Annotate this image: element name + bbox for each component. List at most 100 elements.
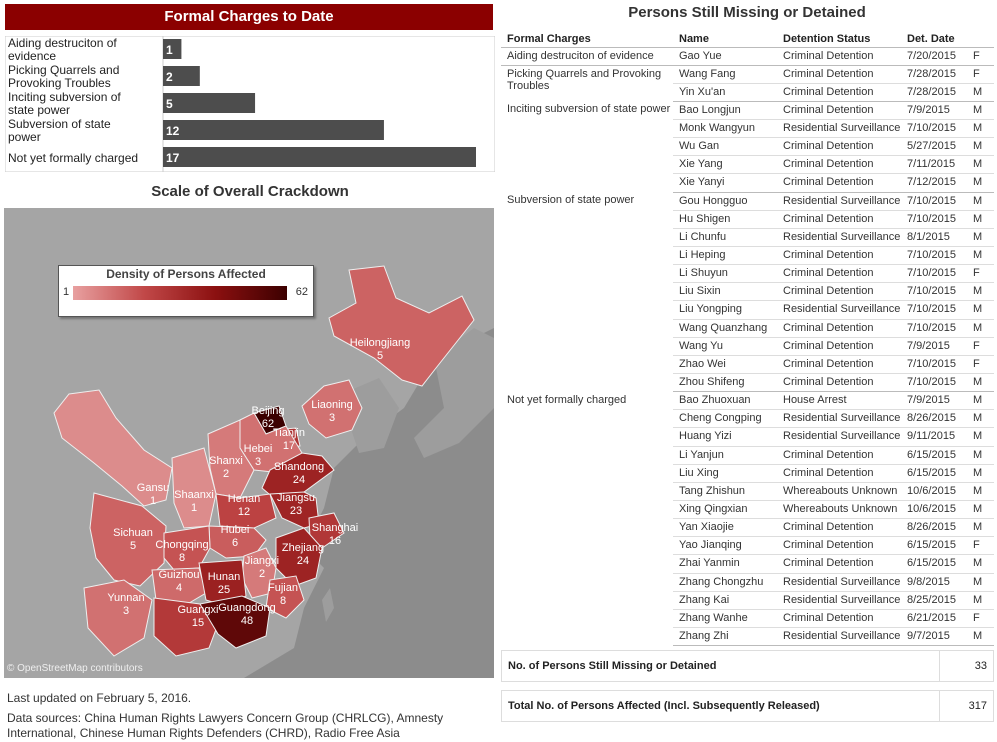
province-label: Henan 12 (228, 493, 260, 518)
status-cell: Whereabouts Unknown (777, 482, 901, 502)
charge-cell: Not yet formally charged (507, 393, 627, 406)
province-label: Guizhou 4 (159, 569, 200, 594)
status-cell: Criminal Detention (777, 282, 901, 302)
status-cell: Criminal Detention (777, 373, 901, 393)
col-header-name[interactable]: Name (673, 32, 777, 48)
status-cell: Criminal Detention (777, 518, 901, 538)
province-fujian[interactable] (265, 575, 305, 619)
date-cell: 9/11/2015 (901, 427, 967, 447)
gender-cell: M (967, 101, 994, 121)
province-label: Shanghai 16 (312, 522, 359, 547)
province-guangdong[interactable] (199, 595, 271, 649)
province-gansu[interactable] (53, 389, 173, 507)
province-sichuan[interactable] (89, 492, 167, 587)
gender-cell: M (967, 155, 994, 175)
gender-cell: F (967, 264, 994, 284)
table-row[interactable]: Li Heping Criminal Detention 7/10/2015 M (501, 246, 994, 266)
gender-cell: F (967, 47, 994, 66)
charge-bar[interactable] (163, 66, 200, 86)
table-row[interactable]: Yin Xu'an Criminal Detention 7/28/2015 M (501, 83, 994, 102)
table-row[interactable]: Zhang Wanhe Criminal Detention 6/21/2015 F (501, 609, 994, 629)
charge-bar[interactable] (163, 39, 182, 59)
gender-cell: M (967, 554, 994, 574)
detained-table: Formal Charges Name Detention Status Det… (501, 32, 994, 647)
table-row[interactable]: Picking Quarrels and Provoking Troubles W… (501, 65, 994, 92)
name-cell: Wang Quanzhang (673, 319, 777, 338)
table-row[interactable]: Wang Yu Criminal Detention 7/9/2015 F (501, 337, 994, 356)
table-row[interactable]: Li Chunfu Residential Surveillance 8/1/201… (501, 228, 994, 248)
table-row[interactable]: Aiding destruciton of evidence Gao Yue Cri… (501, 47, 994, 66)
status-cell: Criminal Detention (777, 47, 901, 66)
table-row[interactable]: Xie Yang Criminal Detention 7/11/2015 M (501, 155, 994, 175)
province-heilongjiang[interactable] (328, 265, 475, 387)
table-row[interactable]: Liu Sixin Criminal Detention 7/10/2015 M (501, 282, 994, 302)
status-cell: Criminal Detention (777, 337, 901, 356)
province-label: Shandong 24 (274, 461, 324, 486)
gender-cell: F (967, 536, 994, 556)
table-row[interactable]: Liu Xing Criminal Detention 6/15/2015 M (501, 464, 994, 483)
charge-cell: Aiding destruciton of evidence (501, 47, 673, 66)
date-cell: 7/20/2015 (901, 47, 967, 66)
province-label: Fujian 8 (268, 582, 298, 607)
status-cell: Residential Surveillance (777, 409, 901, 429)
legend-max-label: 62 (295, 286, 308, 298)
table-row[interactable]: Yao Jianqing Criminal Detention 6/15/2015 F (501, 536, 994, 556)
col-header-charges[interactable]: Formal Charges (501, 32, 673, 48)
table-row[interactable]: Zhao Wei Criminal Detention 7/10/2015 F (501, 355, 994, 375)
province-yunnan[interactable] (83, 579, 153, 657)
name-cell: Bao Longjun (673, 101, 777, 121)
status-cell: Residential Surveillance (777, 627, 901, 647)
table-row[interactable]: Zhai Yanmin Criminal Detention 6/15/2015 M (501, 554, 994, 574)
date-cell: 8/26/2015 (901, 518, 967, 538)
col-header-gender (967, 32, 994, 48)
table-row[interactable]: Xing Qingxian Whereabouts Unknown 10/6/201… (501, 500, 994, 520)
name-cell: Liu Yongping (673, 300, 777, 320)
charge-bar[interactable] (163, 120, 384, 140)
col-header-status[interactable]: Detention Status (777, 32, 901, 48)
col-header-date[interactable]: Det. Date (901, 32, 967, 48)
table-row[interactable]: Li Shuyun Criminal Detention 7/10/2015 F (501, 264, 994, 284)
table-row[interactable]: Yan Xiaojie Criminal Detention 8/26/2015 M (501, 518, 994, 538)
table-row[interactable]: Li Yanjun Criminal Detention 6/15/2015 M (501, 446, 994, 465)
table-row[interactable]: Hu Shigen Criminal Detention 7/10/2015 M (501, 210, 994, 229)
table-row[interactable]: Liu Yongping Residential Surveillance 7/10… (501, 300, 994, 320)
bar-value-label: 1 (166, 43, 173, 57)
basemap-taiwan (322, 588, 334, 622)
table-row[interactable]: Tang Zhishun Whereabouts Unknown 10/6/2015… (501, 482, 994, 502)
province-guizhou[interactable] (151, 567, 207, 607)
province-label: Shaanxi 1 (174, 489, 214, 514)
table-row[interactable]: Zhang Kai Residential Surveillance 8/25/20… (501, 591, 994, 610)
table-row[interactable]: Wang Quanzhang Criminal Detention 7/10/201… (501, 319, 994, 338)
table-row[interactable]: Inciting subversion of state power Bao Lo… (501, 101, 994, 121)
date-cell: 7/12/2015 (901, 173, 967, 193)
table-row[interactable]: Huang Yizi Residential Surveillance 9/11/2… (501, 427, 994, 447)
summary-missing-row: No. of Persons Still Missing or Detained… (501, 650, 994, 682)
table-row[interactable]: Monk Wangyun Residential Surveillance 7/10… (501, 119, 994, 139)
charge-bar[interactable] (163, 147, 476, 167)
density-legend: Density of Persons Affected 1 62 (58, 265, 314, 317)
table-row[interactable]: Not yet formally charged Bao Zhuoxuan Hous… (501, 391, 994, 411)
table-row[interactable]: Subversion of state power Gou Hongguo Resi… (501, 192, 994, 211)
province-label: Shanxi 2 (209, 455, 243, 480)
gender-cell: M (967, 573, 994, 592)
charge-cell: Inciting subversion of state power (507, 103, 671, 116)
name-cell: Wu Gan (673, 137, 777, 157)
province-shandong[interactable] (261, 452, 335, 501)
table-row[interactable]: Cheng Congping Residential Surveillance 8/… (501, 409, 994, 429)
status-cell: Criminal Detention (777, 246, 901, 266)
charge-bar[interactable] (163, 93, 256, 113)
table-row[interactable]: Zhou Shifeng Criminal Detention 7/10/2015 M (501, 373, 994, 393)
table-row[interactable]: Zhang Chongzhu Residential Surveillance 9/… (501, 573, 994, 592)
summary-total-row: Total No. of Persons Affected (Incl. Sub… (501, 690, 994, 722)
province-shanxi[interactable] (207, 419, 255, 499)
gender-cell: M (967, 228, 994, 248)
name-cell: Huang Yizi (673, 427, 777, 447)
name-cell: Gao Yue (673, 47, 777, 66)
map-credit[interactable]: © OpenStreetMap contributors (7, 663, 143, 674)
table-row[interactable]: Xie Yanyi Criminal Detention 7/12/2015 M (501, 173, 994, 193)
date-cell: 5/27/2015 (901, 137, 967, 157)
gender-cell: M (967, 500, 994, 520)
province-liaoning[interactable] (301, 379, 363, 439)
table-row[interactable]: Wu Gan Criminal Detention 5/27/2015 M (501, 137, 994, 157)
table-row[interactable]: Zhang Zhi Residential Surveillance 9/7/201… (501, 627, 994, 647)
